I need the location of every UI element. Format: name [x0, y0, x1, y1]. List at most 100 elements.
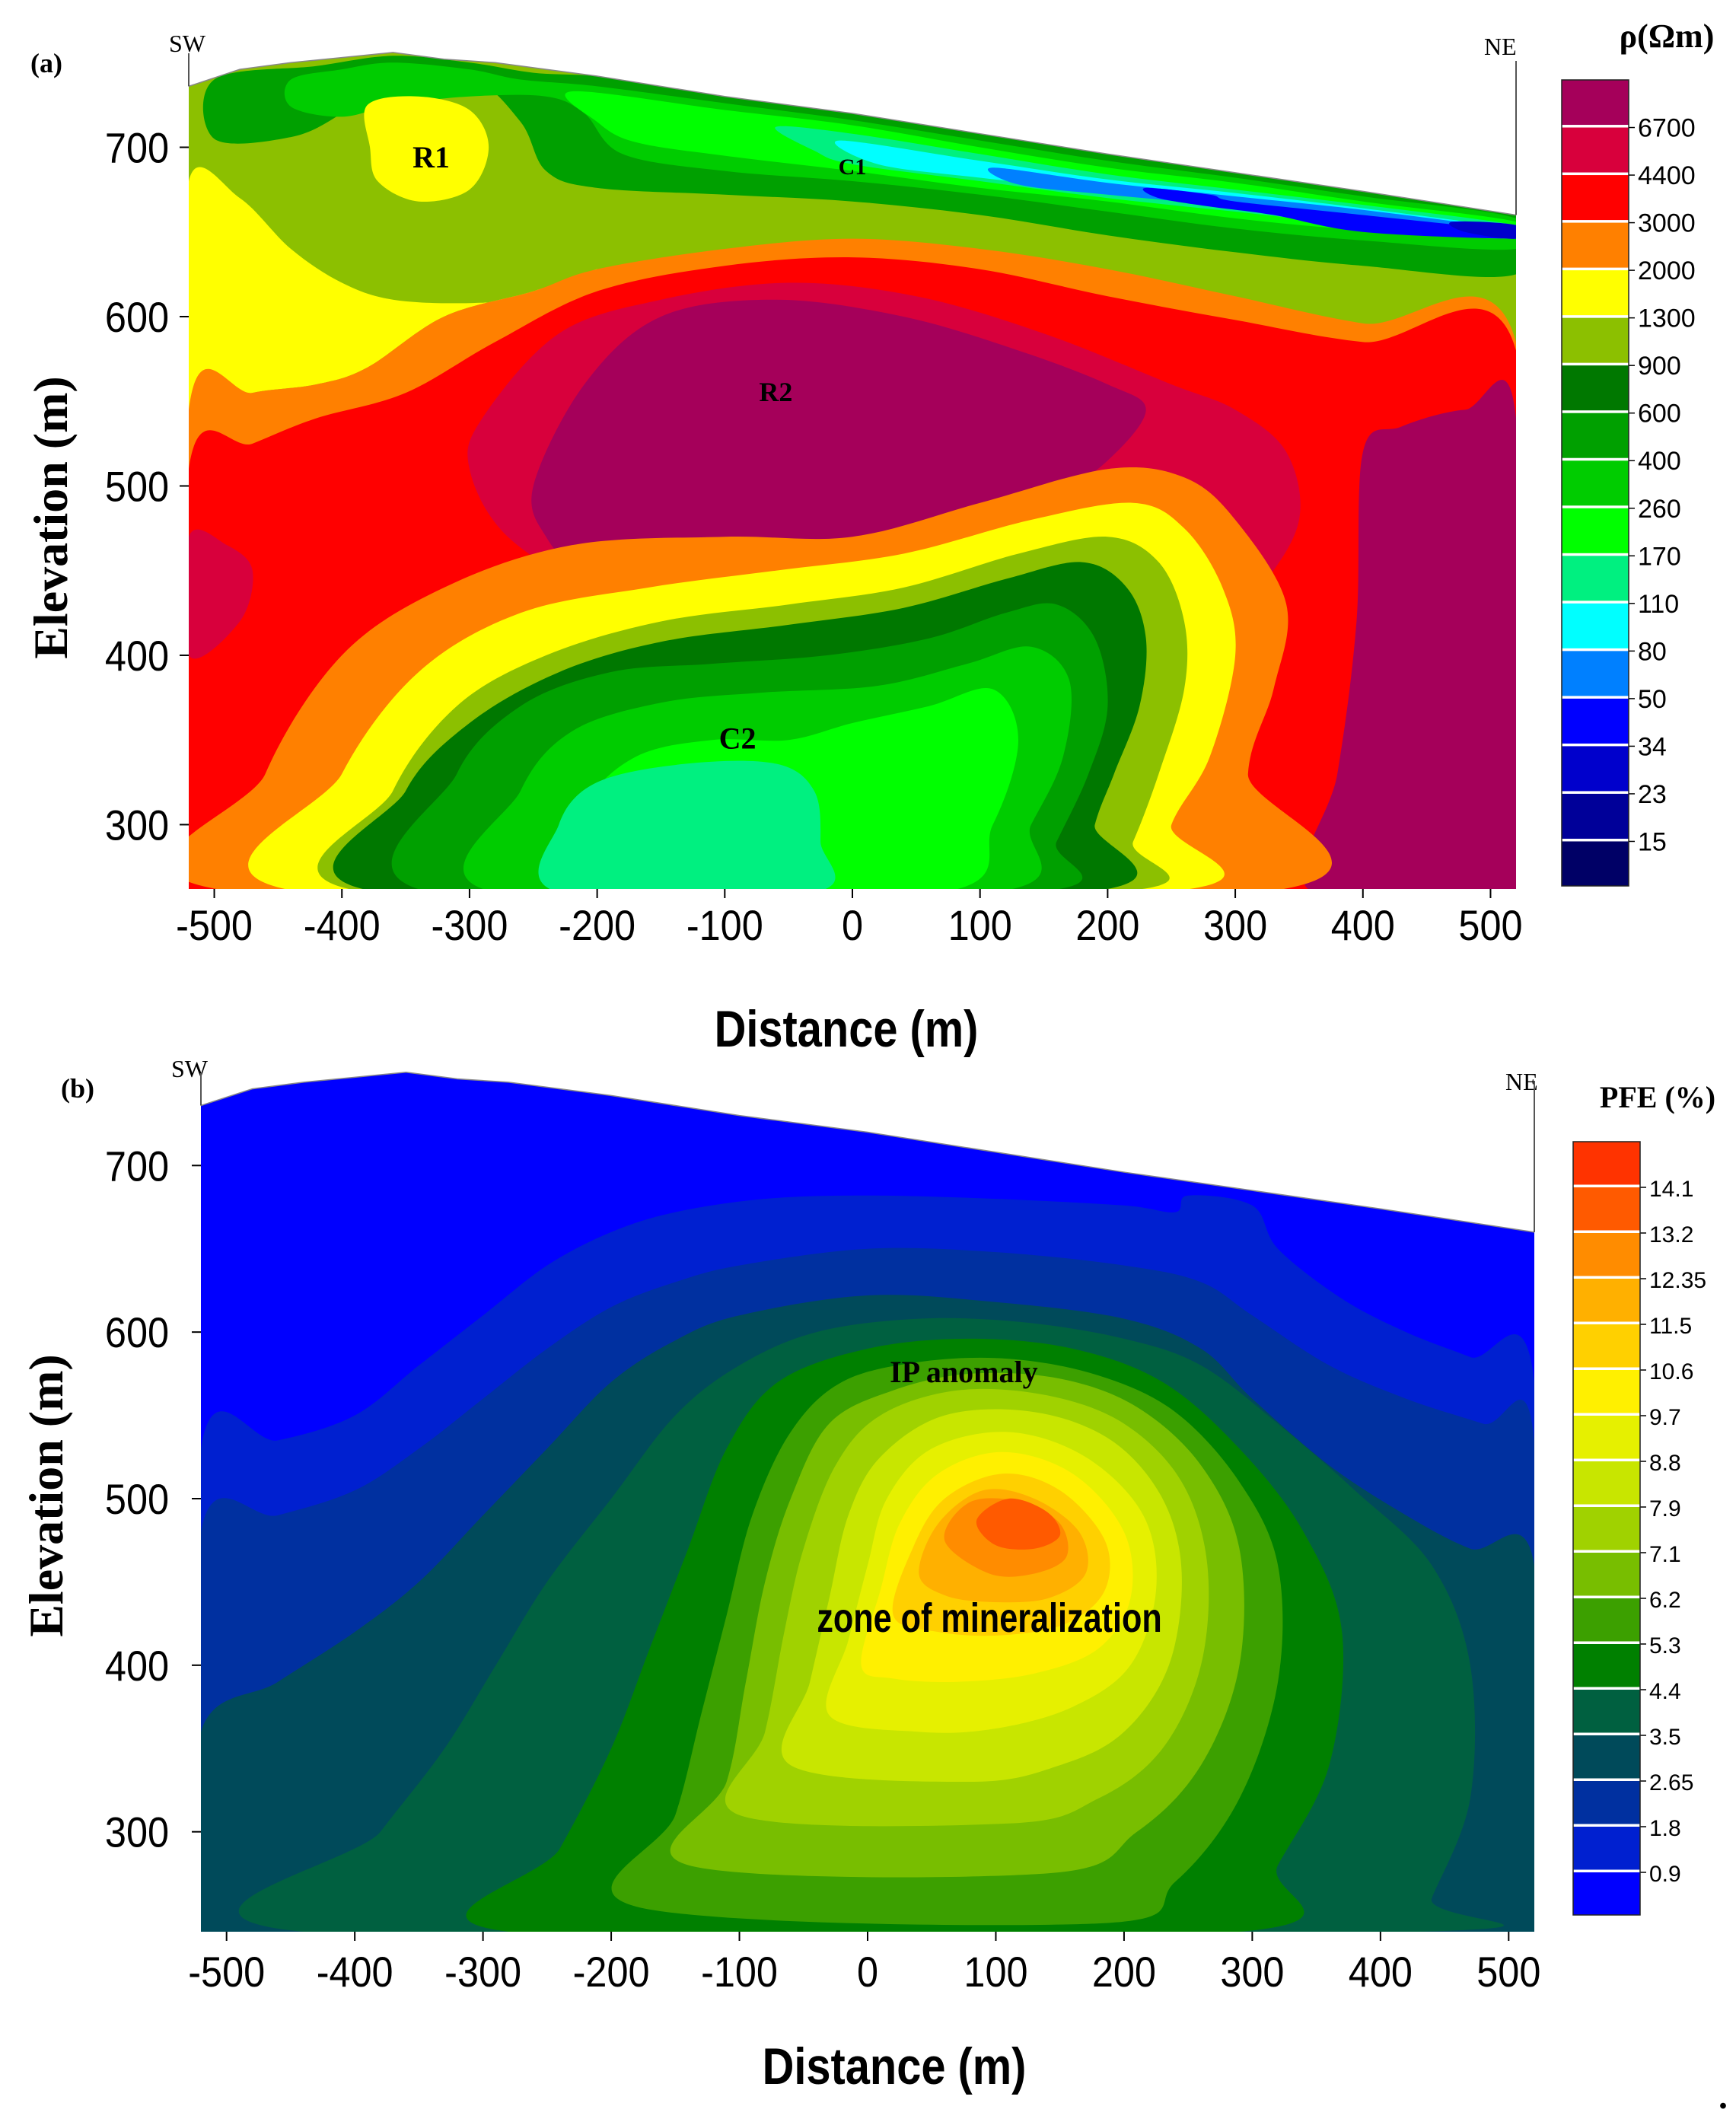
- colorbar-label: 900: [1638, 352, 1681, 381]
- colorbar-swatch: [1573, 1690, 1640, 1733]
- colorbar-label: 5.3: [1649, 1633, 1681, 1658]
- colorbar-swatch: [1562, 80, 1629, 126]
- colorbar-swatch: [1573, 1416, 1640, 1459]
- colorbar-title-b: PFE (%): [1600, 1080, 1715, 1114]
- colorbar-label: 400: [1638, 447, 1681, 476]
- x-tick-label: -500: [188, 1949, 265, 1996]
- resistivity-panel: (a) SW NE R1 C1 R2 C2 -500 -400 -300 -200 -100 0…: [24, 18, 1714, 1058]
- colorbar-swatch: [1562, 270, 1629, 316]
- colorbar-swatch: [1562, 127, 1629, 173]
- x-tick-label: -200: [559, 903, 635, 950]
- colorbar-label: 1.8: [1649, 1816, 1681, 1841]
- colorbar-swatch: [1562, 603, 1629, 648]
- colorbar-swatch: [1562, 222, 1629, 268]
- resistivity-axes: -500 -400 -300 -200 -100 0 100 200 300 400 500 300 4…: [105, 125, 1523, 950]
- colorbar-label: 1300: [1638, 304, 1696, 333]
- colorbar-label: 34: [1638, 732, 1667, 761]
- resistivity-colorbar: 6700 4400 3000 2000 1300 900 600 400 260 170 110 80…: [1561, 79, 1696, 887]
- x-tick-label: 500: [1458, 903, 1522, 950]
- colorbar-label: 2.65: [1649, 1770, 1693, 1795]
- colorbar-frame: [1572, 1141, 1641, 1916]
- y-tick-label: 500: [105, 464, 169, 511]
- x-axis-label-b: Distance (m): [763, 2038, 1027, 2095]
- colorbar-label: 10.6: [1649, 1359, 1693, 1384]
- x-tick-label: 0: [857, 1949, 878, 1996]
- y-axis-label-a: Elevation (m): [24, 376, 78, 659]
- annotation-ip-anomaly: IP anomaly: [890, 1355, 1037, 1389]
- pfe-plot-area: IP anomaly zone of mineralization: [200, 1071, 1535, 1932]
- colorbar-swatch: [1573, 1279, 1640, 1322]
- colorbar-label: 15: [1638, 827, 1667, 856]
- colorbar-label: 8.8: [1649, 1451, 1681, 1476]
- annotation-c2: C2: [719, 721, 757, 755]
- colorbar-label: 170: [1638, 542, 1681, 571]
- colorbar-label: 7.9: [1649, 1496, 1681, 1521]
- pfe-panel: (b) SW NE IP anomaly zone of mineralizati…: [19, 1055, 1715, 2095]
- contour-zone-10: [189, 167, 597, 423]
- colorbar-label: 3.5: [1649, 1725, 1681, 1750]
- colorbar-label: 2000: [1638, 256, 1696, 285]
- colorbar-swatch: [1573, 1553, 1640, 1596]
- x-tick-label: -100: [686, 903, 763, 950]
- y-tick-label: 700: [105, 1143, 169, 1190]
- x-tick-label: 300: [1220, 1949, 1284, 1996]
- colorbar-swatch: [1562, 746, 1629, 792]
- x-tick-label: -200: [573, 1949, 650, 1996]
- colorbar-label: 13.2: [1649, 1222, 1693, 1247]
- y-axis-label-b: Elevation (m): [19, 1354, 73, 1637]
- colorbar-swatch: [1573, 1827, 1640, 1870]
- x-tick-label: 100: [964, 1949, 1027, 1996]
- x-tick-label: -300: [431, 903, 508, 950]
- colorbar-frame: [1561, 79, 1629, 887]
- colorbar-swatch: [1562, 651, 1629, 696]
- colorbar-swatch: [1562, 841, 1629, 887]
- colorbar-label: 80: [1638, 637, 1667, 666]
- colorbar-swatch: [1573, 1324, 1640, 1368]
- contour-zone-7: [1142, 187, 1516, 239]
- colorbar-label: 12.35: [1649, 1268, 1706, 1293]
- colorbar-swatch: [1562, 698, 1629, 744]
- colorbar-swatch: [1573, 1233, 1640, 1276]
- colorbar-swatch: [1573, 1507, 1640, 1550]
- x-tick-label: -400: [317, 1949, 393, 1996]
- colorbar-swatch: [1573, 1644, 1640, 1687]
- annotation-r2: R2: [759, 377, 792, 407]
- pfe-colorbar: 14.1 13.2 12.35 11.5 10.6 9.7 8.8 7.9 7.1 6.2 5.3 4…: [1572, 1141, 1706, 1916]
- colorbar-swatch: [1573, 1735, 1640, 1779]
- annotation-c1: C1: [839, 155, 867, 180]
- colorbar-swatch: [1562, 508, 1629, 553]
- x-tick-label: 100: [948, 903, 1012, 950]
- colorbar-label: 6.2: [1649, 1588, 1681, 1613]
- colorbar-label: 14.1: [1649, 1177, 1693, 1202]
- direction-right-b: NE: [1505, 1068, 1538, 1095]
- x-tick-label: -300: [444, 1949, 521, 1996]
- x-axis-label-a: Distance (m): [715, 1001, 979, 1058]
- x-tick-label: 200: [1092, 1949, 1156, 1996]
- colorbar-swatch: [1573, 1142, 1640, 1185]
- x-tick-label: 300: [1203, 903, 1267, 950]
- direction-right-a: NE: [1484, 33, 1517, 60]
- colorbar-label: 6700: [1638, 114, 1696, 143]
- colorbar-label: 11.5: [1649, 1314, 1692, 1339]
- pfe-axes: -500 -400 -300 -200 -100 0 100 200 300 400 500 300 4…: [105, 1143, 1540, 1996]
- colorbar-label: 9.7: [1649, 1405, 1681, 1430]
- contour-zone-16: [189, 529, 253, 659]
- direction-left-b: SW: [171, 1055, 209, 1082]
- colorbar-swatch: [1573, 1187, 1640, 1231]
- colorbar-label: 50: [1638, 685, 1667, 714]
- contour-zone-9: [364, 96, 489, 202]
- contour-zone-15: [976, 1498, 1061, 1550]
- x-tick-label: -500: [176, 903, 253, 950]
- colorbar-swatch: [1562, 175, 1629, 221]
- y-tick-label: 400: [105, 1642, 169, 1690]
- topography-line: [188, 52, 1517, 216]
- annotation-zone-of-mineralization: zone of mineralization: [817, 1596, 1161, 1642]
- colorbar-swatch: [1562, 317, 1629, 363]
- colorbar-swatch: [1562, 793, 1629, 839]
- colorbar-label: 7.1: [1649, 1542, 1681, 1567]
- colorbar-label: 110: [1638, 590, 1679, 619]
- contour-zone-8: [1449, 221, 1516, 239]
- contour-zone-5: [834, 140, 1516, 233]
- colorbar-swatch: [1562, 460, 1629, 506]
